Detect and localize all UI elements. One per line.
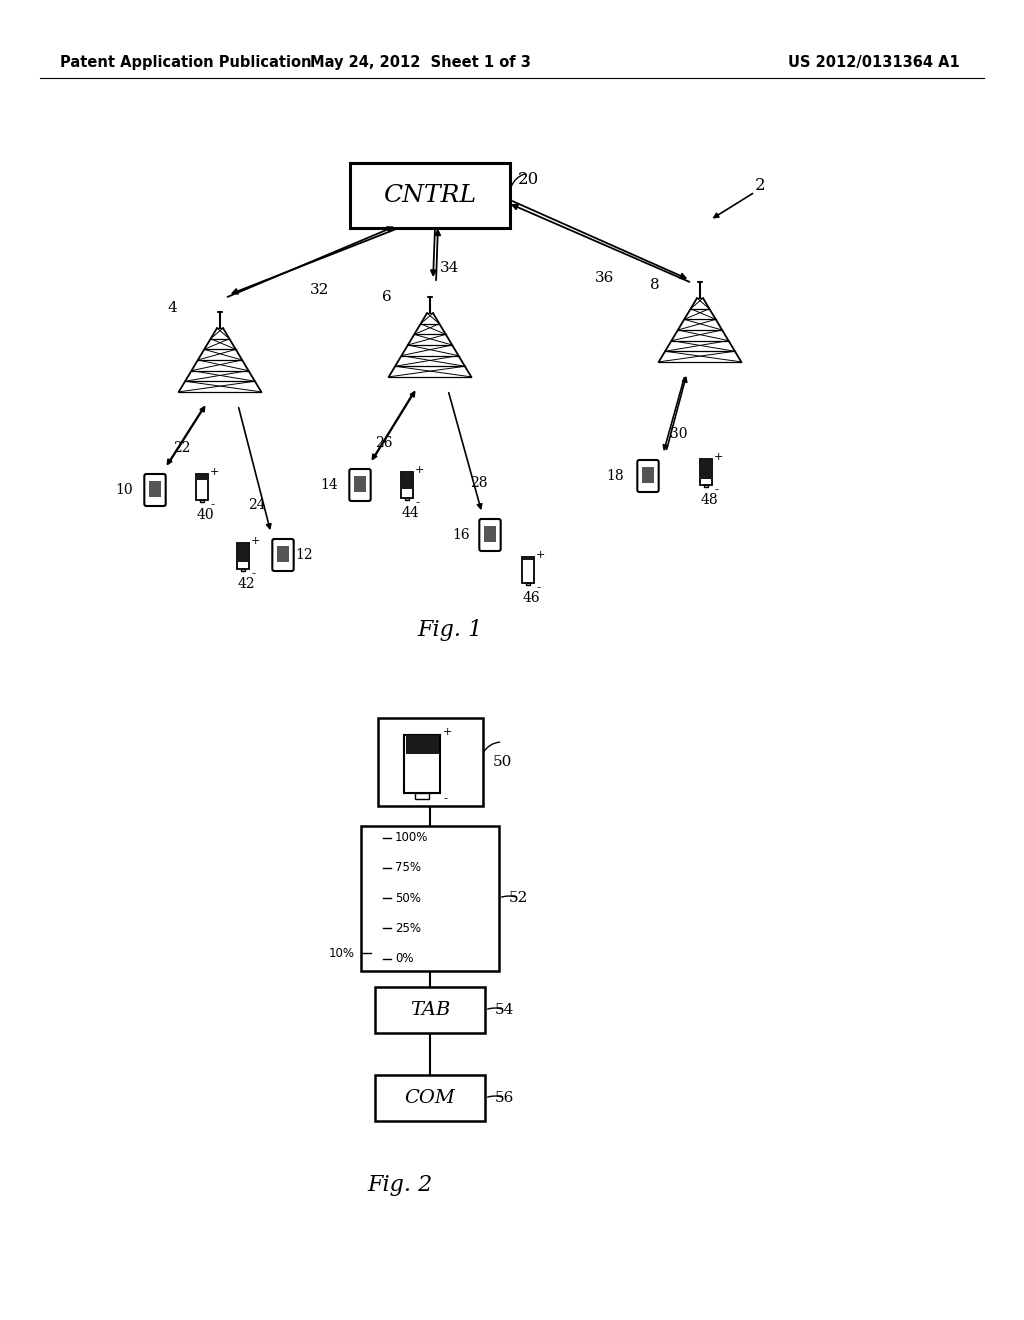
Text: +: +	[251, 536, 261, 546]
Text: 50: 50	[493, 755, 512, 770]
Text: 22: 22	[173, 441, 190, 455]
Text: 8: 8	[650, 279, 659, 292]
Bar	[404, 498, 410, 500]
Bar	[200, 500, 205, 502]
Bar	[237, 543, 249, 569]
Text: US 2012/0131364 A1: US 2012/0131364 A1	[788, 54, 961, 70]
Text: 2: 2	[755, 177, 766, 194]
Text: 40: 40	[197, 508, 215, 521]
Text: 20: 20	[518, 172, 540, 189]
Text: -: -	[251, 568, 255, 579]
Text: -: -	[416, 496, 420, 510]
Text: 52: 52	[509, 891, 528, 906]
Bar	[278, 546, 289, 561]
Text: +: +	[443, 727, 453, 737]
Bar	[375, 987, 485, 1034]
Text: 18: 18	[606, 469, 624, 483]
Text: 30: 30	[670, 426, 687, 441]
Text: 0%: 0%	[395, 952, 414, 965]
Bar	[415, 793, 429, 799]
FancyBboxPatch shape	[479, 519, 501, 550]
Bar	[699, 459, 713, 484]
Bar	[402, 473, 412, 488]
Text: -: -	[443, 792, 447, 805]
Text: +: +	[210, 467, 219, 477]
Text: 4: 4	[168, 301, 178, 315]
Text: 75%: 75%	[395, 861, 421, 874]
Text: -: -	[715, 483, 719, 496]
Text: 25%: 25%	[395, 921, 421, 935]
Text: Patent Application Publication: Patent Application Publication	[60, 54, 311, 70]
Text: 44: 44	[402, 506, 420, 520]
Text: 26: 26	[375, 436, 392, 450]
Bar	[404, 735, 440, 793]
Bar	[701, 459, 711, 479]
Bar	[406, 735, 438, 754]
Text: COM: COM	[404, 1089, 456, 1107]
Text: Fig. 2: Fig. 2	[368, 1173, 432, 1196]
Text: 56: 56	[495, 1092, 514, 1105]
Bar	[525, 583, 530, 585]
Bar	[378, 718, 482, 807]
Text: 6: 6	[382, 290, 392, 304]
Text: 54: 54	[495, 1003, 514, 1016]
Text: 42: 42	[238, 577, 256, 591]
Text: May 24, 2012  Sheet 1 of 3: May 24, 2012 Sheet 1 of 3	[309, 54, 530, 70]
FancyBboxPatch shape	[272, 539, 294, 572]
FancyBboxPatch shape	[144, 474, 166, 506]
Text: +: +	[537, 550, 546, 560]
Text: 46: 46	[523, 591, 541, 605]
Text: 28: 28	[470, 477, 487, 490]
Bar	[241, 569, 246, 570]
Text: +: +	[715, 451, 724, 462]
Bar	[375, 1074, 485, 1121]
Bar	[522, 557, 535, 583]
Text: 10: 10	[115, 483, 133, 498]
FancyBboxPatch shape	[637, 459, 658, 492]
Bar	[642, 467, 653, 483]
Bar	[198, 474, 207, 479]
Text: 24: 24	[248, 498, 265, 512]
Text: +: +	[416, 465, 425, 475]
Bar	[354, 477, 366, 491]
Text: Fig. 1: Fig. 1	[418, 619, 482, 642]
Text: 12: 12	[295, 548, 312, 562]
Text: 32: 32	[310, 282, 330, 297]
Bar	[484, 527, 496, 541]
Text: CNTRL: CNTRL	[383, 183, 476, 206]
Text: 16: 16	[452, 528, 470, 543]
Bar	[239, 543, 248, 562]
Text: 48: 48	[701, 492, 719, 507]
Text: -: -	[210, 498, 214, 511]
Bar	[150, 482, 161, 496]
Bar	[196, 474, 208, 500]
Text: 34: 34	[440, 261, 460, 275]
Bar	[350, 162, 510, 227]
Bar	[703, 484, 709, 487]
Text: 10%: 10%	[329, 946, 355, 960]
Bar	[523, 557, 532, 560]
Text: 14: 14	[319, 478, 338, 492]
Text: 36: 36	[595, 271, 614, 285]
Text: -: -	[537, 581, 541, 594]
Text: 50%: 50%	[395, 891, 421, 904]
Bar	[400, 473, 414, 498]
FancyBboxPatch shape	[349, 469, 371, 502]
Bar	[361, 825, 499, 970]
Text: TAB: TAB	[410, 1001, 451, 1019]
Text: 100%: 100%	[395, 832, 428, 843]
